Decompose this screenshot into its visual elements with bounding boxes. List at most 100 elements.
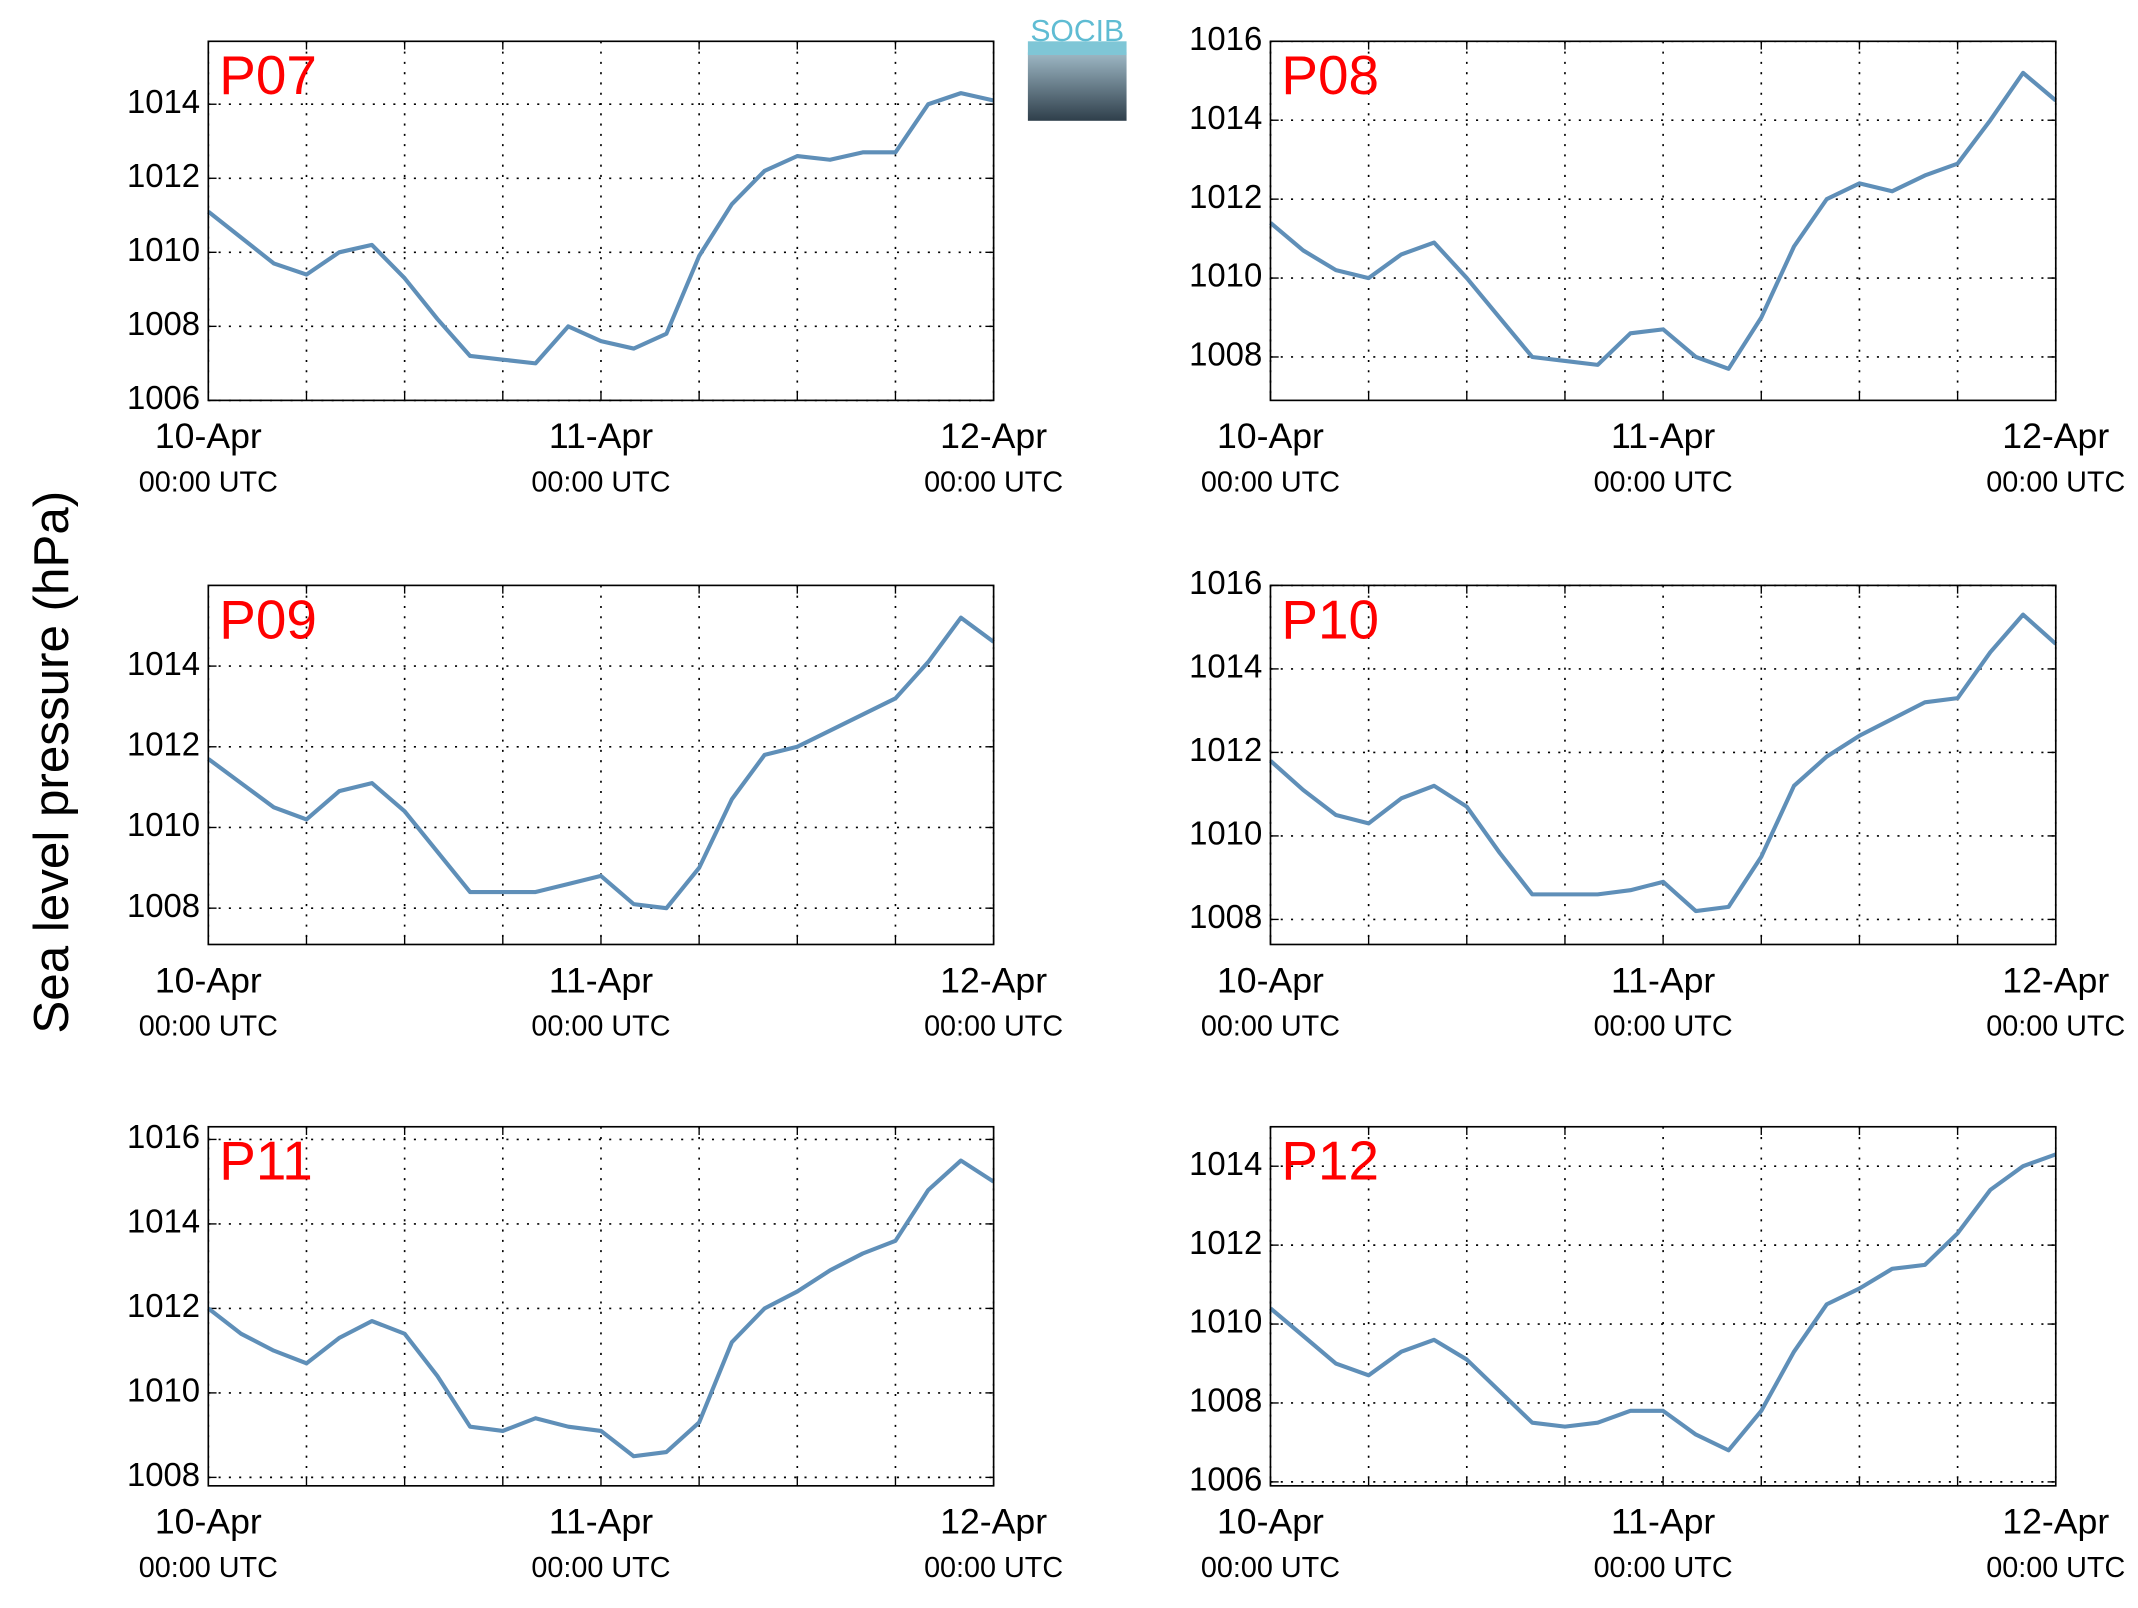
- y-tick-label: 1006: [127, 379, 200, 416]
- x-tick-label: 10-Apr: [155, 416, 262, 456]
- panel-title: P07: [219, 44, 317, 106]
- x-tick-label: 11-Apr: [549, 416, 653, 456]
- x-tick-label: 11-Apr: [549, 1502, 653, 1542]
- x-tick-label: 12-Apr: [940, 960, 1047, 1000]
- logo-wave: [1027, 41, 1127, 56]
- y-tick-label: 1008: [1189, 898, 1262, 935]
- y-tick-label: 1016: [127, 1118, 200, 1155]
- x-tick-sublabel: 00:00 UTC: [531, 467, 670, 499]
- panel-title: P12: [1281, 1130, 1379, 1192]
- x-tick-label: 10-Apr: [1217, 960, 1324, 1000]
- panel: 1008 1010 1012 1014 10-Apr 00:00 UTC 11-Apr 00:…: [127, 584, 1063, 1043]
- plot-area: [1270, 41, 2056, 401]
- x-tick-label: 12-Apr: [2002, 960, 2109, 1000]
- y-tick-label: 1012: [1189, 731, 1262, 768]
- y-tick-label: 1014: [1189, 648, 1262, 685]
- y-tick-label: 1010: [127, 806, 200, 843]
- y-tick-label: 1016: [1189, 564, 1262, 601]
- y-tick-label: 1008: [127, 305, 200, 342]
- plot-frame: [1269, 584, 2057, 946]
- logo: SOCIB: [1027, 15, 1127, 121]
- y-tick-label: 1014: [127, 1203, 200, 1240]
- x-tick-sublabel: 00:00 UTC: [924, 1011, 1063, 1043]
- y-tick-label: 1010: [1189, 815, 1262, 852]
- x-tick-label: 10-Apr: [155, 1502, 262, 1542]
- x-tick-label: 10-Apr: [155, 960, 262, 1000]
- y-tick-label: 1008: [127, 887, 200, 924]
- y-tick-label: 1008: [127, 1456, 200, 1493]
- x-tick-label: 10-Apr: [1217, 1502, 1324, 1542]
- panel: 1006 1008 1010 1012 1014 10-Apr 00:00 UTC 11-Ap…: [127, 40, 1063, 499]
- x-tick-sublabel: 00:00 UTC: [1594, 1552, 1733, 1584]
- panel: 1008 1010 1012 1014 1016 10-Apr 00:00 UTC 11-Ap…: [127, 1118, 1063, 1584]
- y-tick-label: 1010: [1189, 1303, 1262, 1340]
- panel-title: P08: [1281, 44, 1379, 106]
- x-tick-sublabel: 00:00 UTC: [924, 467, 1063, 499]
- y-tick-label: 1008: [1189, 1382, 1262, 1419]
- plot-frame: [207, 40, 995, 402]
- plot-area: [1270, 1126, 2056, 1486]
- panel-title: P09: [219, 588, 317, 650]
- logo-text: SOCIB: [1030, 15, 1124, 48]
- y-tick-label: 1012: [1189, 1224, 1262, 1261]
- plot-frame: [1269, 1125, 2057, 1487]
- y-tick-label: 1010: [1189, 257, 1262, 294]
- y-tick-label: 1010: [127, 231, 200, 268]
- y-tick-label: 1012: [1189, 178, 1262, 215]
- y-tick-label: 1012: [127, 157, 200, 194]
- pressure-line: [1269, 1152, 2057, 1453]
- y-tick-label: 1014: [127, 83, 200, 120]
- y-tick-label: 1010: [127, 1372, 200, 1409]
- y-tick-label: 1008: [1189, 336, 1262, 373]
- y-tick-label: 1014: [1189, 99, 1262, 136]
- x-tick-sublabel: 00:00 UTC: [531, 1011, 670, 1043]
- y-axis-label: Sea level pressure (hPa): [24, 491, 79, 1034]
- plot-frame: [207, 1125, 995, 1487]
- x-tick-sublabel: 00:00 UTC: [924, 1552, 1063, 1584]
- x-tick-sublabel: 00:00 UTC: [1986, 1011, 2125, 1043]
- plot-area: [208, 585, 994, 945]
- x-tick-label: 12-Apr: [940, 416, 1047, 456]
- y-tick-label: 1014: [1189, 1145, 1262, 1182]
- pressure-line: [207, 615, 995, 911]
- x-tick-label: 11-Apr: [549, 960, 653, 1000]
- y-tick-label: 1014: [127, 645, 200, 682]
- panel-title: P10: [1281, 588, 1379, 650]
- x-tick-sublabel: 00:00 UTC: [1201, 467, 1340, 499]
- y-tick-label: 1012: [127, 725, 200, 762]
- x-tick-label: 11-Apr: [1611, 960, 1715, 1000]
- x-tick-label: 12-Apr: [2002, 416, 2109, 456]
- x-tick-label: 11-Apr: [1611, 416, 1715, 456]
- pressure-line: [1269, 612, 2058, 914]
- plot-area: [1270, 585, 2056, 945]
- pressure-line: [207, 91, 995, 366]
- x-tick-label: 10-Apr: [1217, 416, 1324, 456]
- x-tick-sublabel: 00:00 UTC: [139, 1011, 278, 1043]
- plot-area: [208, 41, 994, 401]
- plot-frame: [207, 584, 995, 946]
- y-tick-label: 1016: [1189, 20, 1262, 57]
- x-tick-label: 12-Apr: [2002, 1502, 2109, 1542]
- x-tick-sublabel: 00:00 UTC: [1986, 1552, 2125, 1584]
- x-tick-sublabel: 00:00 UTC: [1201, 1011, 1340, 1043]
- panel: 1006 1008 1010 1012 1014 10-Apr 00:00 UTC 11-Ap…: [1189, 1125, 2125, 1584]
- x-tick-sublabel: 00:00 UTC: [139, 1552, 278, 1584]
- x-tick-sublabel: 00:00 UTC: [1986, 467, 2125, 499]
- pressure-line: [207, 1158, 995, 1459]
- y-tick-label: 1006: [1189, 1461, 1262, 1498]
- x-tick-sublabel: 00:00 UTC: [531, 1552, 670, 1584]
- panel: 1008 1010 1012 1014 1016 10-Apr 00:00 UTC 11-Ap…: [1189, 564, 2125, 1043]
- x-tick-label: 11-Apr: [1611, 1502, 1715, 1542]
- y-tick-label: 1012: [127, 1287, 200, 1324]
- pressure-line: [1269, 70, 2058, 371]
- panel-title: P11: [219, 1130, 312, 1192]
- x-tick-sublabel: 00:00 UTC: [1594, 1011, 1733, 1043]
- x-tick-sublabel: 00:00 UTC: [1594, 467, 1733, 499]
- panel: 1008 1010 1012 1014 1016 10-Apr 00:00 UTC 11-Ap…: [1189, 20, 2125, 499]
- x-tick-sublabel: 00:00 UTC: [1201, 1552, 1340, 1584]
- logo-box: [1027, 52, 1127, 121]
- x-tick-sublabel: 00:00 UTC: [139, 467, 278, 499]
- x-tick-label: 12-Apr: [940, 1502, 1047, 1542]
